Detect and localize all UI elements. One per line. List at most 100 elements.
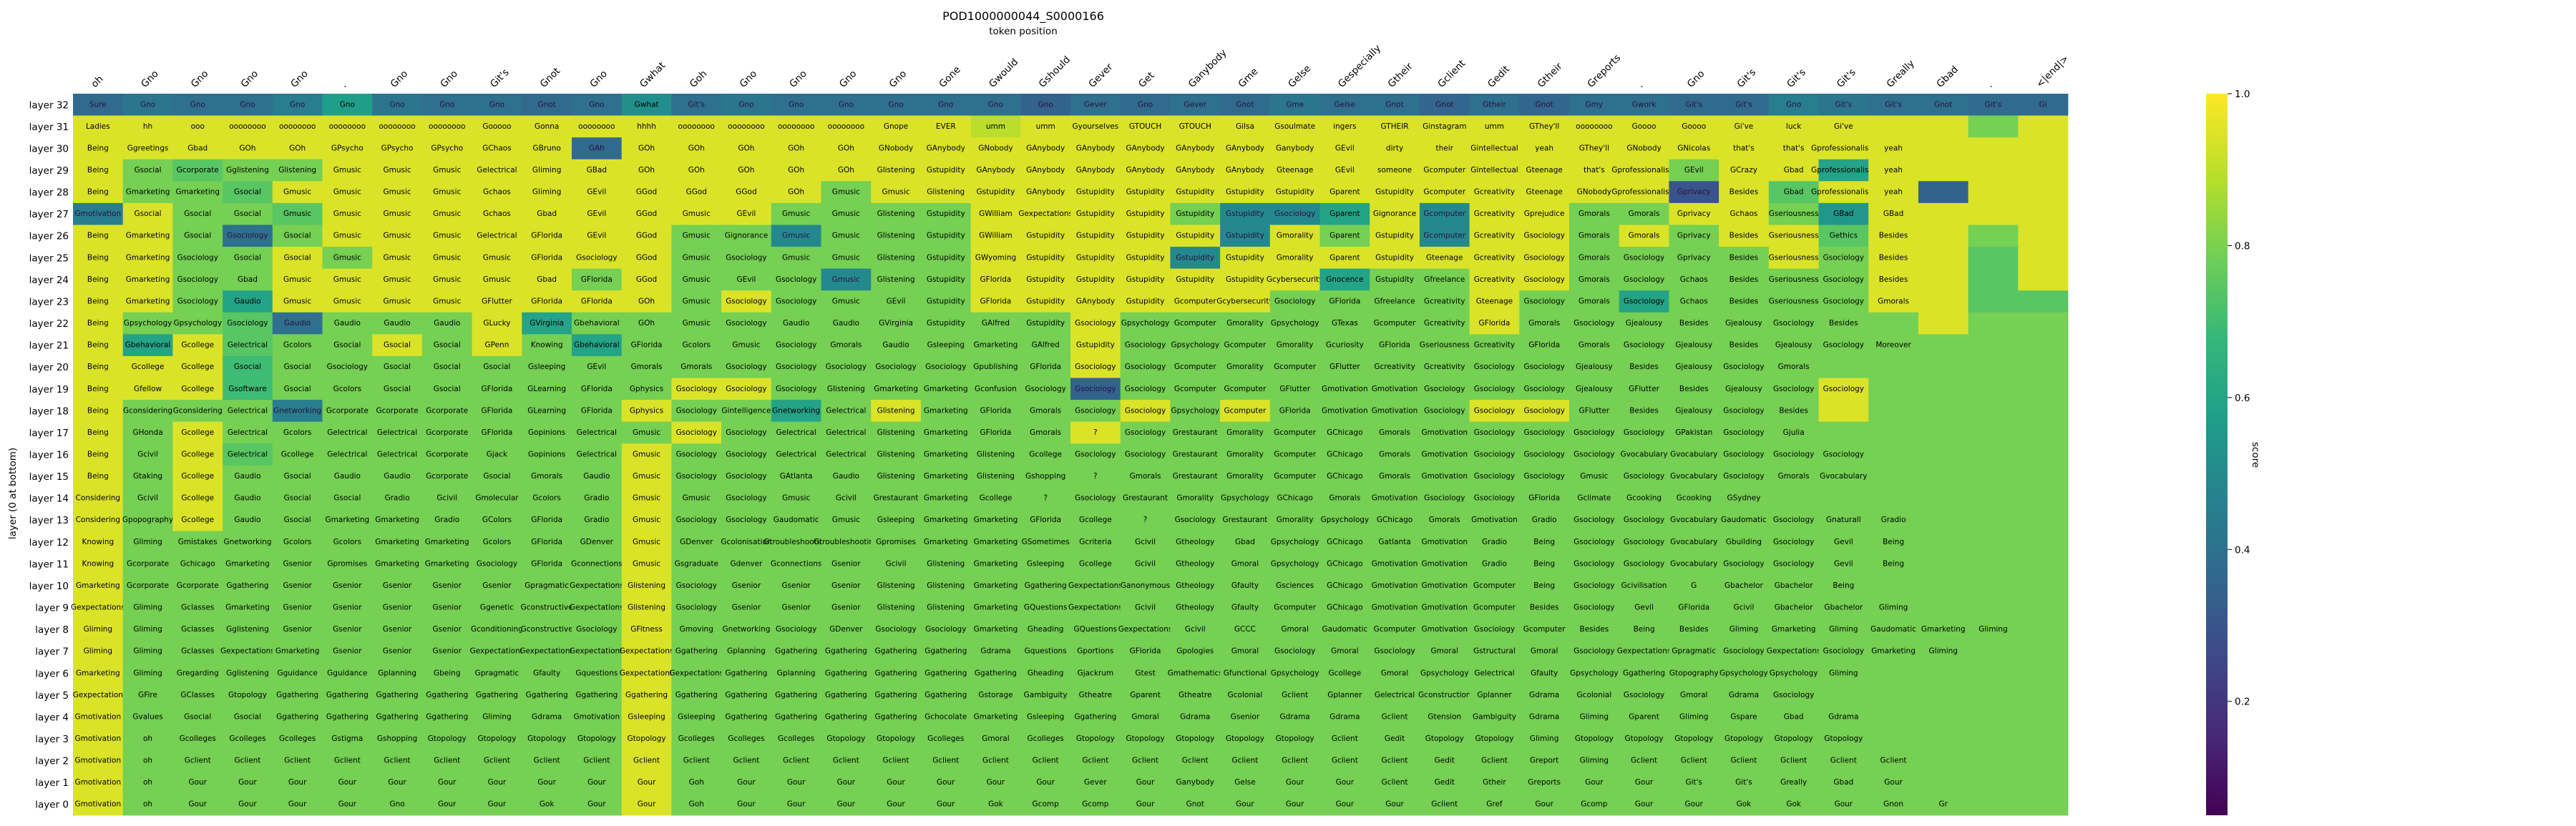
heatmap-cell-label: Gregarding xyxy=(177,669,219,677)
heatmap-cell-label: GFlorida xyxy=(1130,647,1161,656)
heatmap-cell xyxy=(1419,508,1470,531)
heatmap-cell-label: Gmorals xyxy=(1379,451,1410,459)
heatmap-cell-label: Gjackrum xyxy=(1078,669,1114,677)
heatmap-cell-label: Gfunctional xyxy=(1224,669,1267,677)
heatmap-cell xyxy=(1918,487,1968,510)
heatmap-cell xyxy=(1120,290,1171,313)
heatmap-cell xyxy=(2018,181,2069,204)
heatmap-cell-label: Gmusic xyxy=(732,341,760,350)
heatmap-cell-label: Ggathering xyxy=(1025,581,1067,590)
heatmap-cell xyxy=(1968,181,2019,204)
heatmap-cell xyxy=(1569,181,1620,204)
heatmap-cell-label: Gignorance xyxy=(1373,210,1416,218)
heatmap-cell-label: Gsocial xyxy=(135,166,162,174)
heatmap-cell xyxy=(920,355,971,378)
heatmap-cell xyxy=(122,202,173,225)
heatmap-cell-label: Gsociology xyxy=(1624,691,1664,699)
heatmap-cell-label: Being xyxy=(87,275,109,284)
heatmap-cell-label: Being xyxy=(87,406,109,415)
heatmap-cell xyxy=(1020,247,1071,270)
heatmap-cell xyxy=(172,355,223,378)
heatmap-cell-label: ingers xyxy=(1333,122,1356,131)
heatmap-cell-label: Gmarketing xyxy=(126,275,170,284)
heatmap-cell-label: Gclient xyxy=(1681,757,1707,765)
heatmap-cell-label: Gparent xyxy=(1330,210,1360,218)
heatmap-cell xyxy=(472,312,522,335)
heatmap-cell-label: Ggathering xyxy=(775,647,817,656)
heatmap-cell xyxy=(421,574,472,597)
heatmap-cell xyxy=(721,137,772,160)
heatmap-cell-label: Gdrama xyxy=(1280,712,1310,721)
heatmap-cell xyxy=(1918,727,1968,750)
heatmap-cell-label: Gwhat xyxy=(635,100,659,109)
heatmap-cell-label: Ggathering xyxy=(825,669,867,677)
heatmap-cell-label: Gsociology xyxy=(1624,472,1664,481)
heatmap-cell xyxy=(421,202,472,225)
heatmap-cell-label: Gsociology xyxy=(1574,319,1614,328)
heatmap-cell xyxy=(1818,355,1869,378)
heatmap-cell xyxy=(1619,531,1669,554)
heatmap-cell-label: Gour xyxy=(288,778,307,787)
heatmap-cell-label: Gteenage xyxy=(1476,297,1513,305)
heatmap-cell-label: oooooooo xyxy=(229,122,265,131)
heatmap-cell-label: Gmotivation xyxy=(1372,385,1418,393)
colorbar-tick-label: 0.6 xyxy=(2235,393,2250,404)
heatmap-cell xyxy=(871,487,922,510)
heatmap-cell xyxy=(223,334,273,357)
heatmap-cell xyxy=(172,421,223,444)
heatmap-cell-label: Gprofessionalism xyxy=(1611,188,1676,197)
heatmap-cell-label: Gour xyxy=(987,778,1005,787)
heatmap-cell xyxy=(372,115,423,138)
heatmap-cell-label: Gmusic xyxy=(683,494,711,503)
heatmap-cell xyxy=(421,465,472,488)
heatmap-cell-label: GChicago xyxy=(1327,428,1362,437)
heatmap-cell-label: Gour xyxy=(937,800,955,809)
heatmap-cell-label: Gsociology xyxy=(327,363,368,371)
heatmap-cell-label: Gsocial xyxy=(333,494,361,503)
heatmap-cell-label: Gcorporate xyxy=(127,559,169,568)
heatmap-cell-label: Gsociology xyxy=(1274,210,1315,218)
heatmap-cell xyxy=(871,334,922,357)
heatmap-cell xyxy=(871,355,922,378)
heatmap-cell-label: Gpragmatic xyxy=(475,669,519,677)
heatmap-cell-label: GQuestions xyxy=(1024,604,1068,612)
heatmap-cell xyxy=(1918,574,1968,597)
heatmap-cell-label: Gelectrical xyxy=(228,406,268,415)
heatmap-cell-label: Gnot xyxy=(1535,100,1553,109)
heatmap-cell-label: oooooooo xyxy=(429,122,465,131)
heatmap-cell-label: Gcorporate xyxy=(127,581,169,590)
heatmap-cell-label: Gvocabulary xyxy=(1620,451,1667,459)
heatmap-cell xyxy=(1469,247,1520,270)
heatmap-cell xyxy=(322,247,373,270)
heatmap-cell xyxy=(1669,487,1719,510)
heatmap-cell xyxy=(1269,487,1320,510)
heatmap-cell xyxy=(1719,531,1770,554)
heatmap-cell-label: Gcorporate xyxy=(426,428,468,437)
heatmap-cell-label: Gcomputer xyxy=(1274,604,1316,612)
heatmap-cell xyxy=(73,465,124,488)
heatmap-cell-label: Besides xyxy=(1829,319,1858,328)
heatmap-cell xyxy=(1070,378,1121,400)
heatmap-cell-label: Gclient xyxy=(284,757,311,765)
heatmap-cell-label: Goooo xyxy=(1632,122,1657,131)
heatmap-cell-label: Gclient xyxy=(384,757,411,765)
heatmap-cell-label: Gnocence xyxy=(1326,275,1363,284)
heatmap-cell-label: Gplanner xyxy=(1327,691,1362,699)
heatmap-cell xyxy=(272,574,323,597)
heatmap-cell-label: Gphysics xyxy=(630,406,663,415)
heatmap-cell-label: Gsociology xyxy=(1624,428,1664,437)
heatmap-cell-label: Gstupidity xyxy=(1076,253,1115,262)
heatmap-cell xyxy=(821,400,872,423)
heatmap-cell-label: Gmoral xyxy=(1281,625,1308,634)
heatmap-cell xyxy=(372,94,423,116)
heatmap-cell-label: Gclient xyxy=(583,757,610,765)
heatmap-cell-label: Gelectrical xyxy=(327,451,367,459)
heatmap-cell xyxy=(1918,749,1968,772)
heatmap-cell-label: Gmusic xyxy=(283,297,311,305)
heatmap-cell-label: Gour xyxy=(288,800,307,809)
heatmap-cell-label: Gdrama xyxy=(532,712,562,721)
heatmap-cell xyxy=(1120,421,1171,444)
heatmap-cell-label: Gbachelor xyxy=(1724,581,1763,590)
heatmap-cell-label: Ganonymous xyxy=(1121,581,1170,590)
